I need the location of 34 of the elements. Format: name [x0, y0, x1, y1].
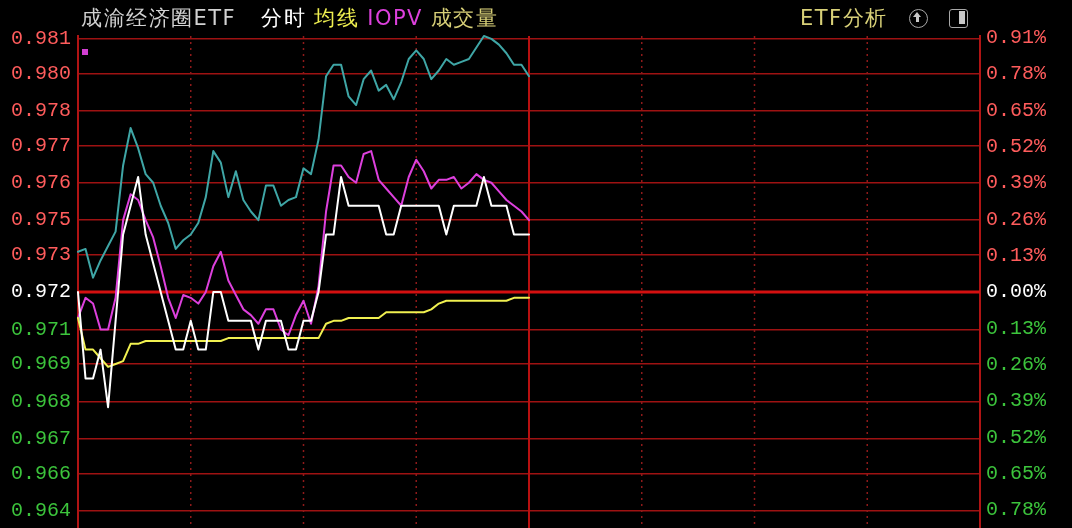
y-tick-label: 0.972: [10, 280, 71, 304]
y-tick-label: 0.980: [10, 61, 71, 85]
y-tick-label: 0.964: [10, 499, 71, 523]
y-tick-label: 0.978: [10, 99, 71, 123]
y2-tick-label: 0.78%: [986, 498, 1048, 522]
y2-tick-label: 0.26%: [986, 207, 1048, 231]
y2-tick-label: 0.91%: [986, 25, 1048, 49]
y-tick-label: 0.971: [10, 317, 71, 341]
text: 均线: [314, 5, 360, 32]
y2-tick-label: 0.78%: [986, 62, 1048, 86]
y-tick-label: 0.975: [10, 208, 71, 232]
text: IOPV: [367, 6, 423, 30]
y-tick-label: 0.969: [10, 352, 71, 376]
y2-tick-label: 0.52%: [986, 135, 1048, 158]
y-tick-label: 0.967: [10, 427, 71, 451]
y-tick-label: 0.977: [10, 133, 71, 157]
chart-subtitle: 分时: [261, 5, 307, 32]
y2-tick-label: 0.39%: [986, 389, 1048, 413]
y2-tick-label: 0.39%: [986, 171, 1048, 195]
y2-tick-label: 0.26%: [986, 353, 1048, 377]
y-tick-label: 0.981: [10, 27, 71, 51]
chart-title: 成渝经济圈ETF: [81, 5, 237, 32]
y-tick-label: 0.976: [10, 171, 71, 195]
y-tick-label: 0.973: [10, 242, 71, 266]
y2-tick-label: 0.65%: [986, 462, 1048, 486]
y2-tick-label: 0.00%: [986, 280, 1048, 304]
y2-tick-label: 0.52%: [986, 425, 1048, 449]
y-tick-label: 0.966: [10, 461, 71, 485]
y2-tick-label: 0.65%: [986, 98, 1048, 122]
y-tick-label: 0.968: [10, 389, 71, 413]
text: 成交量: [430, 5, 499, 32]
y2-tick-label: 0.13%: [986, 244, 1048, 268]
text: ETF分析: [800, 5, 888, 32]
y2-tick-label: 0.13%: [986, 316, 1048, 340]
